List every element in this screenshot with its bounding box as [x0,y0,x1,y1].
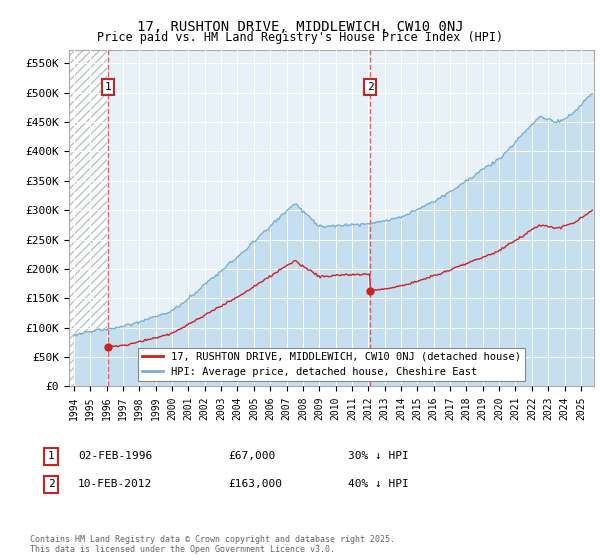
Text: £163,000: £163,000 [228,479,282,489]
Text: 1: 1 [104,82,112,92]
Text: £67,000: £67,000 [228,451,275,461]
Text: 17, RUSHTON DRIVE, MIDDLEWICH, CW10 0NJ: 17, RUSHTON DRIVE, MIDDLEWICH, CW10 0NJ [137,20,463,34]
Text: 30% ↓ HPI: 30% ↓ HPI [348,451,409,461]
Text: 1: 1 [47,451,55,461]
Bar [69,50,108,386]
Text: Price paid vs. HM Land Registry's House Price Index (HPI): Price paid vs. HM Land Registry's House … [97,31,503,44]
Text: 2: 2 [367,82,373,92]
Text: Contains HM Land Registry data © Crown copyright and database right 2025.
This d: Contains HM Land Registry data © Crown c… [30,535,395,554]
Text: 40% ↓ HPI: 40% ↓ HPI [348,479,409,489]
Text: 10-FEB-2012: 10-FEB-2012 [78,479,152,489]
Text: 02-FEB-1996: 02-FEB-1996 [78,451,152,461]
Legend: 17, RUSHTON DRIVE, MIDDLEWICH, CW10 0NJ (detached house), HPI: Average price, de: 17, RUSHTON DRIVE, MIDDLEWICH, CW10 0NJ … [138,348,525,381]
Text: 2: 2 [47,479,55,489]
